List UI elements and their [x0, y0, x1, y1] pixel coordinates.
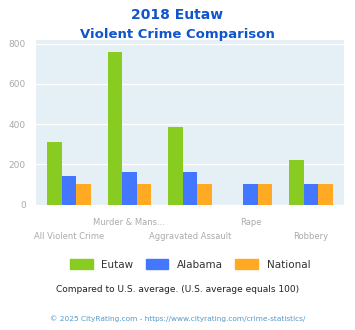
Text: Rape: Rape [240, 218, 261, 227]
Text: © 2025 CityRating.com - https://www.cityrating.com/crime-statistics/: © 2025 CityRating.com - https://www.city… [50, 315, 305, 322]
Text: Robbery: Robbery [294, 232, 329, 241]
Legend: Eutaw, Alabama, National: Eutaw, Alabama, National [70, 259, 310, 270]
Bar [108, 52, 122, 205]
Bar [137, 184, 151, 205]
Bar [197, 184, 212, 205]
Text: Compared to U.S. average. (U.S. average equals 100): Compared to U.S. average. (U.S. average … [56, 285, 299, 294]
Bar [76, 184, 91, 205]
Bar [304, 184, 318, 205]
Bar [243, 184, 258, 205]
Text: Aggravated Assault: Aggravated Assault [149, 232, 231, 241]
Bar [258, 184, 272, 205]
Text: Murder & Mans...: Murder & Mans... [93, 218, 165, 227]
Text: All Violent Crime: All Violent Crime [34, 232, 104, 241]
Text: Violent Crime Comparison: Violent Crime Comparison [80, 28, 275, 41]
Bar [289, 160, 304, 205]
Bar [122, 172, 137, 205]
Bar [183, 172, 197, 205]
Bar [47, 142, 61, 205]
Bar [318, 184, 333, 205]
Text: 2018 Eutaw: 2018 Eutaw [131, 8, 224, 22]
Bar [168, 127, 183, 205]
Bar [61, 176, 76, 205]
